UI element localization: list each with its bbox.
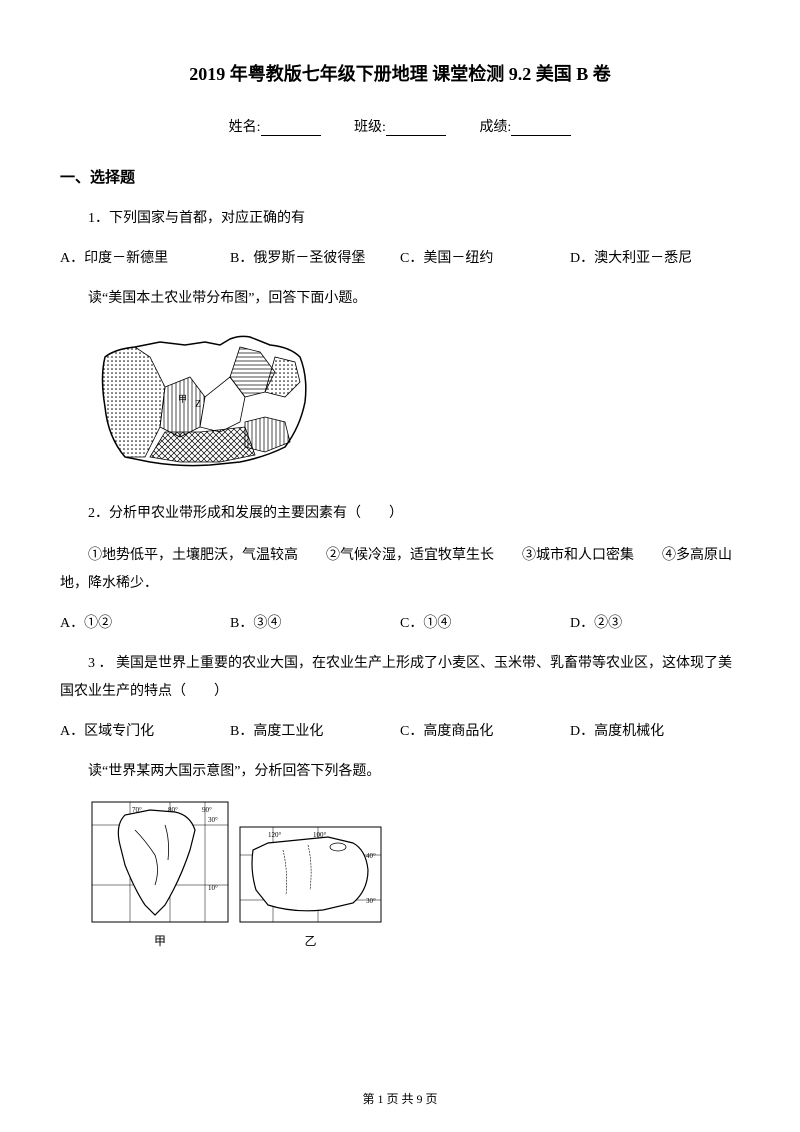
q3-options: A．区域专门化 B．高度工业化 C．高度商品化 D．高度机械化 (60, 720, 740, 740)
map-label-1: 甲 (90, 932, 230, 949)
class-field: 班级: (354, 116, 446, 136)
svg-text:120°: 120° (268, 831, 282, 839)
name-blank[interactable] (261, 135, 321, 136)
class-blank[interactable] (386, 135, 446, 136)
intro1-text: 读“美国本土农业带分布图”，回答下面小题。 (60, 285, 740, 313)
q1-optA[interactable]: A．印度－新德里 (60, 247, 230, 267)
q1-optD[interactable]: D．澳大利亚－悉尼 (570, 247, 740, 267)
score-label: 成绩: (479, 120, 511, 135)
map-usa: 120° 100° 40° 30° (238, 825, 383, 930)
q3-optD[interactable]: D．高度机械化 (570, 720, 740, 740)
q2-optA[interactable]: A．①② (60, 612, 230, 632)
q2-optC[interactable]: C．①④ (400, 612, 570, 632)
svg-text:30°: 30° (366, 897, 376, 905)
q3-optB[interactable]: B．高度工业化 (230, 720, 400, 740)
us-agriculture-map: Z 甲 (90, 327, 740, 482)
svg-text:甲: 甲 (178, 394, 187, 404)
q1-optB[interactable]: B．俄罗斯－圣彼得堡 (230, 247, 400, 267)
svg-text:90°: 90° (202, 806, 212, 814)
score-field: 成绩: (479, 116, 571, 136)
name-label: 姓名: (229, 120, 261, 135)
page-title: 2019 年粤教版七年级下册地理 课堂检测 9.2 美国 B 卷 (60, 60, 740, 86)
q2-text: 2．分析甲农业带形成和发展的主要因素有（ ） (60, 500, 740, 528)
q1-options: A．印度－新德里 B．俄罗斯－圣彼得堡 C．美国－纽约 D．澳大利亚－悉尼 (60, 247, 740, 267)
q3-text: 3 ． 美国是世界上重要的农业大国，在农业生产上形成了小麦区、玉米带、乳畜带等农… (60, 650, 740, 706)
svg-text:70°: 70° (132, 806, 142, 814)
q2-optB[interactable]: B．③④ (230, 612, 400, 632)
map-india: 30° 70° 80° 90° 10° (90, 800, 230, 930)
svg-text:40°: 40° (366, 852, 376, 860)
student-info-row: 姓名: 班级: 成绩: (60, 116, 740, 136)
svg-text:80°: 80° (168, 806, 178, 814)
score-blank[interactable] (511, 135, 571, 136)
q3-optC[interactable]: C．高度商品化 (400, 720, 570, 740)
name-field: 姓名: (229, 116, 321, 136)
q2-optD[interactable]: D．②③ (570, 612, 740, 632)
q3-optA[interactable]: A．区域专门化 (60, 720, 230, 740)
us-map-svg: Z 甲 (90, 327, 330, 482)
two-countries-map: 30° 70° 80° 90° 10° 甲 120° 100° (90, 800, 740, 949)
map-label-2: 乙 (238, 932, 383, 949)
q1-text: 1．下列国家与首都，对应正确的有 (60, 205, 740, 233)
intro2-text: 读“世界某两大国示意图”，分析回答下列各题。 (60, 758, 740, 786)
section-header: 一、选择题 (60, 166, 740, 187)
svg-text:100°: 100° (313, 831, 327, 839)
svg-text:30°: 30° (208, 816, 218, 824)
q2-options: A．①② B．③④ C．①④ D．②③ (60, 612, 740, 632)
class-label: 班级: (354, 120, 386, 135)
q2-statements: ①地势低平，土壤肥沃，气温较高 ②气候冷湿，适宜牧草生长 ③城市和人口密集 ④多… (60, 542, 740, 598)
q1-optC[interactable]: C．美国－纽约 (400, 247, 570, 267)
page-footer: 第 1 页 共 9 页 (0, 1090, 800, 1107)
svg-text:10°: 10° (208, 884, 218, 892)
svg-text:Z: Z (195, 399, 201, 410)
